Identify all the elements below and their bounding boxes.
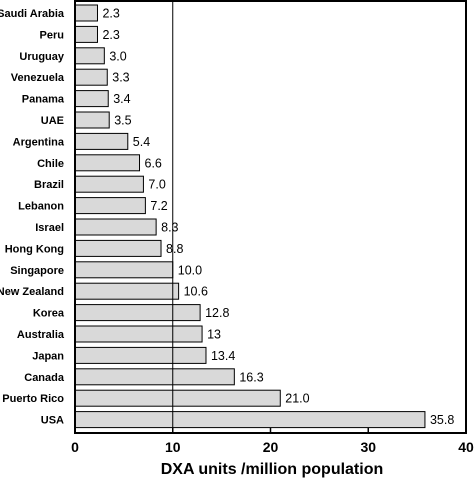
bar-lebanon <box>74 197 146 215</box>
category-label-brazil: Brazil <box>34 179 64 191</box>
value-label-puerto-rico: 21.0 <box>285 392 309 406</box>
category-label-hong-kong: Hong Kong <box>5 243 64 255</box>
bar-new-zealand <box>74 282 180 300</box>
bar-argentina <box>74 132 129 150</box>
x-tick-label-40: 40 <box>458 439 474 455</box>
bar-peru <box>74 25 98 43</box>
value-label-chile: 6.6 <box>145 156 162 170</box>
bar-korea <box>74 304 201 322</box>
value-label-canada: 16.3 <box>239 370 263 384</box>
category-label-uae: UAE <box>41 115 64 127</box>
value-label-lebanon: 7.2 <box>150 199 167 213</box>
value-label-usa: 35.8 <box>430 413 454 427</box>
value-label-venezuela: 3.3 <box>112 71 129 85</box>
value-label-brazil: 7.0 <box>148 178 165 192</box>
category-label-argentina: Argentina <box>13 136 65 148</box>
value-label-israel: 8.3 <box>161 221 178 235</box>
bar-israel <box>74 218 157 236</box>
bar-canada <box>74 368 235 386</box>
value-label-argentina: 5.4 <box>133 135 150 149</box>
value-label-singapore: 10.0 <box>178 263 202 277</box>
category-label-australia: Australia <box>17 329 65 341</box>
category-label-korea: Korea <box>33 308 65 320</box>
plot-frame <box>74 0 467 434</box>
bar-saudi-arabia <box>74 4 98 22</box>
category-label-puerto-rico: Puerto Rico <box>2 393 64 405</box>
category-label-saudi-arabia: Saudi Arabia <box>0 8 65 20</box>
x-tick-label-0: 0 <box>71 439 79 455</box>
category-label-israel: Israel <box>35 222 64 234</box>
value-label-new-zealand: 10.6 <box>184 285 208 299</box>
category-label-canada: Canada <box>24 372 65 384</box>
value-label-uruguay: 3.0 <box>109 49 126 63</box>
bar-chile <box>74 154 141 172</box>
bar-venezuela <box>74 68 108 86</box>
category-label-lebanon: Lebanon <box>18 201 64 213</box>
x-axis-title: DXA units /million population <box>161 461 384 478</box>
bar-puerto-rico <box>74 389 281 407</box>
bar-australia <box>74 325 203 343</box>
category-label-uruguay: Uruguay <box>19 51 65 63</box>
value-label-saudi-arabia: 2.3 <box>102 7 119 21</box>
x-tick-label-30: 30 <box>360 439 376 455</box>
bar-brazil <box>74 175 144 193</box>
bar-uruguay <box>74 47 105 65</box>
value-label-hong-kong: 8.8 <box>166 242 183 256</box>
value-label-panama: 3.4 <box>113 92 130 106</box>
value-label-australia: 13 <box>207 328 221 342</box>
category-label-panama: Panama <box>22 94 65 106</box>
category-label-venezuela: Venezuela <box>11 72 65 84</box>
bar-hong-kong <box>74 239 162 257</box>
category-label-japan: Japan <box>32 350 64 362</box>
bar-usa <box>74 411 426 429</box>
value-label-peru: 2.3 <box>102 28 119 42</box>
bar-panama <box>74 90 109 108</box>
x-tick-label-10: 10 <box>165 439 181 455</box>
category-label-peru: Peru <box>40 29 64 41</box>
category-label-singapore: Singapore <box>10 265 64 277</box>
category-label-new-zealand: New Zealand <box>0 286 64 298</box>
value-label-japan: 13.4 <box>211 349 235 363</box>
category-label-chile: Chile <box>37 158 64 170</box>
category-label-usa: USA <box>41 415 64 427</box>
value-label-korea: 12.8 <box>205 306 229 320</box>
category-labels-layer: Saudi Arabia Peru Uruguay Venezuela Panama UA… <box>0 8 65 427</box>
value-labels-layer: 2.3 2.3 3.0 3.3 3.4 3.55.4 6.6 7.0 7.2 8.3 8.8 10.0… <box>102 7 454 428</box>
value-label-uae: 3.5 <box>114 114 131 128</box>
bar-japan <box>74 346 207 364</box>
bar-singapore <box>74 261 174 279</box>
bar-uae <box>74 111 110 129</box>
axes-layer: 0 10 20 30 40 <box>71 0 474 455</box>
x-tick-label-20: 20 <box>263 439 279 455</box>
bars-layer <box>74 4 426 429</box>
